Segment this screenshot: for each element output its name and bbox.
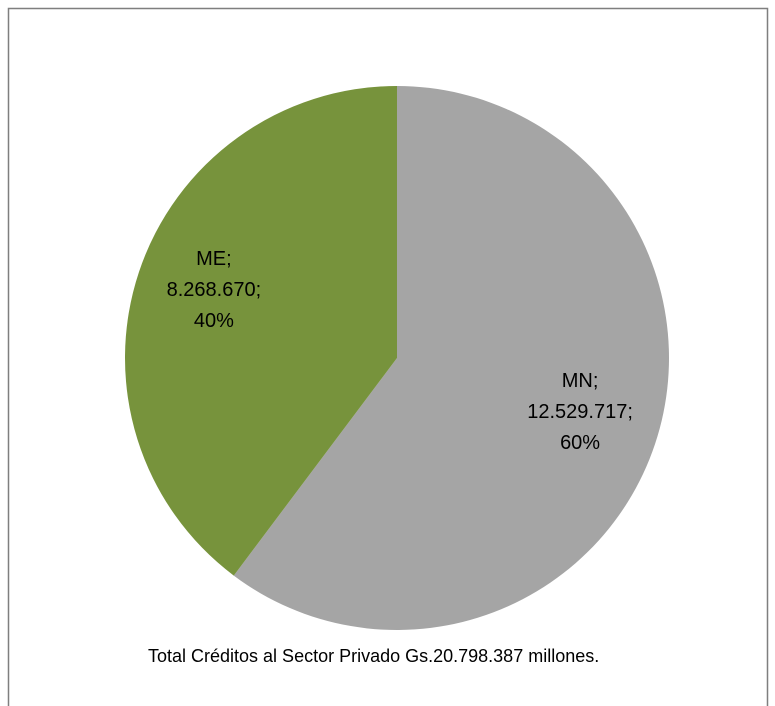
note: Total Créditos al Sector Privado Gs.20.7… — [148, 646, 599, 666]
percent-label: 60% — [560, 432, 600, 454]
pie: MN; 12.529.717; 60%ME; 8.268.670; 40% — [125, 85, 670, 630]
label-separator: ; — [593, 370, 599, 392]
data-label: ME; 8.268.670; 40% — [167, 248, 262, 332]
percent-label: 40% — [194, 310, 234, 332]
value-label: 12.529.717 — [527, 401, 627, 423]
label-separator: ; — [256, 279, 262, 301]
value-label: 8.268.670 — [167, 279, 256, 301]
pie-slice — [233, 86, 670, 630]
chart-border — [7, 7, 769, 706]
data-label: MN; 12.529.717; 60% — [527, 370, 633, 454]
category-label: MN — [562, 370, 593, 392]
label-separator: ; — [226, 248, 232, 270]
pie-slice — [125, 85, 397, 576]
label-separator: ; — [627, 401, 633, 423]
category-label: ME — [196, 248, 226, 270]
